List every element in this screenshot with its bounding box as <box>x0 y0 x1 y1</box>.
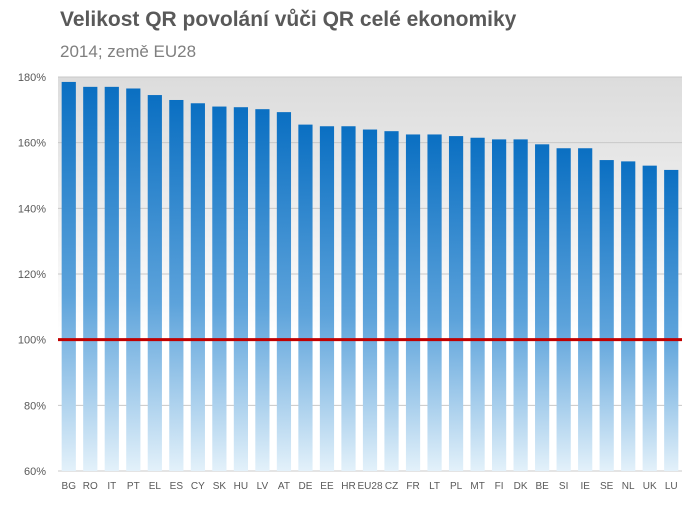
y-tick-label: 80% <box>24 400 46 412</box>
x-tick-label: NL <box>622 481 635 492</box>
y-tick-label: 120% <box>18 269 46 281</box>
x-tick-label: LV <box>257 481 269 492</box>
bar <box>384 131 399 472</box>
x-tick-label: ES <box>170 481 184 492</box>
bar <box>233 107 248 471</box>
bar <box>83 86 98 471</box>
x-tick-label: FI <box>495 481 504 492</box>
x-tick-label: IT <box>107 481 116 492</box>
x-tick-label: CY <box>191 481 205 492</box>
bar <box>535 144 550 471</box>
bar <box>276 112 292 472</box>
x-tick-label: LU <box>665 481 678 492</box>
x-tick-label: FR <box>406 481 419 492</box>
x-tick-label: RO <box>83 481 98 492</box>
bar <box>621 161 636 472</box>
y-tick-label: 140% <box>18 203 46 215</box>
x-tick-label: EE <box>320 481 334 492</box>
bar <box>578 148 593 471</box>
bar <box>405 134 421 472</box>
x-tick-label: PL <box>450 481 463 492</box>
x-tick-label: SK <box>213 481 227 492</box>
bar <box>126 88 141 471</box>
bar <box>169 99 184 471</box>
x-tick-label: LT <box>429 481 440 492</box>
x-tick-label: EL <box>149 481 162 492</box>
bar <box>147 95 162 471</box>
bar <box>556 148 571 471</box>
x-tick-label: MT <box>470 481 484 492</box>
y-axis-ticks: 60% 80% 100% 120% 140% 160% 180% <box>18 72 46 478</box>
x-tick-label: CZ <box>385 481 398 492</box>
x-tick-label: SI <box>559 481 568 492</box>
bar <box>298 124 313 471</box>
bar <box>448 136 464 471</box>
bar <box>427 134 442 472</box>
bar <box>664 169 679 471</box>
x-tick-label: BE <box>535 481 549 492</box>
chart-subtitle: 2014; země EU28 <box>60 42 197 61</box>
bar <box>642 165 657 471</box>
bar <box>470 137 485 471</box>
bars <box>61 81 679 472</box>
bar <box>341 126 356 471</box>
bar <box>255 109 270 471</box>
bar <box>492 139 507 471</box>
y-tick-label: 60% <box>24 466 46 478</box>
x-tick-label: HU <box>234 481 248 492</box>
x-tick-label: EU28 <box>357 481 382 492</box>
x-tick-label: HR <box>341 481 355 492</box>
bar <box>599 160 614 471</box>
bar <box>190 103 205 472</box>
x-tick-label: AT <box>278 481 290 492</box>
bar <box>513 139 528 471</box>
x-tick-label: IE <box>580 481 590 492</box>
bar <box>212 106 227 472</box>
x-tick-label: UK <box>643 481 657 492</box>
x-tick-label: DE <box>298 481 312 492</box>
bar <box>319 126 335 471</box>
y-tick-label: 160% <box>18 138 46 150</box>
bar <box>362 129 378 472</box>
x-axis-ticks: BG RO IT PT EL ES CY SK HU LV AT DE EE HR EU28 CZ FR LT PL… <box>62 481 678 492</box>
x-tick-label: BG <box>62 481 77 492</box>
chart-title: Velikost QR povolání vůči QR celé ekonom… <box>60 8 517 31</box>
y-tick-label: 100% <box>18 335 46 347</box>
x-tick-label: SE <box>600 481 614 492</box>
y-tick-label: 180% <box>18 72 46 84</box>
x-tick-label: PT <box>127 481 140 492</box>
bar <box>61 81 76 472</box>
bar <box>104 86 119 471</box>
x-tick-label: DK <box>514 481 528 492</box>
